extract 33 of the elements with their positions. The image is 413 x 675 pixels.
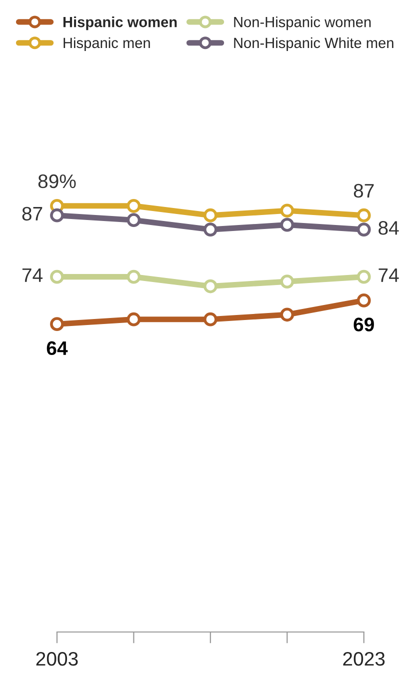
- x-tick-label: 2023: [343, 652, 385, 666]
- legend-label: Hispanic men: [64, 37, 150, 51]
- point: [126, 198, 141, 213]
- data-label: 89%: [38, 174, 76, 188]
- point: [356, 270, 371, 284]
- point: [280, 204, 294, 218]
- point: [126, 270, 141, 284]
- data-label: 74: [22, 268, 43, 282]
- legend-label: Hispanic women: [63, 16, 177, 30]
- point: [356, 208, 371, 222]
- point: [280, 218, 294, 232]
- point: [280, 274, 294, 288]
- point: [126, 312, 141, 326]
- data-label: 74: [378, 268, 399, 282]
- data-label: 87: [22, 206, 42, 221]
- point: [50, 317, 64, 332]
- data-label: 87: [354, 184, 374, 198]
- point: [50, 270, 64, 284]
- point: [203, 279, 218, 294]
- x-tick-label: 2003: [36, 652, 78, 666]
- point: [356, 222, 371, 236]
- legend-label: Non-Hispanic women: [234, 16, 371, 30]
- data-label: 84: [378, 220, 399, 235]
- point: [50, 208, 64, 222]
- point: [203, 222, 218, 236]
- point: [280, 308, 294, 322]
- legend-label: Non-Hispanic White men: [234, 37, 394, 51]
- point: [126, 213, 141, 228]
- data-label: 64: [46, 341, 68, 356]
- data-label: 69: [354, 318, 374, 332]
- point: [203, 208, 218, 222]
- point: [203, 312, 218, 326]
- point: [356, 294, 371, 308]
